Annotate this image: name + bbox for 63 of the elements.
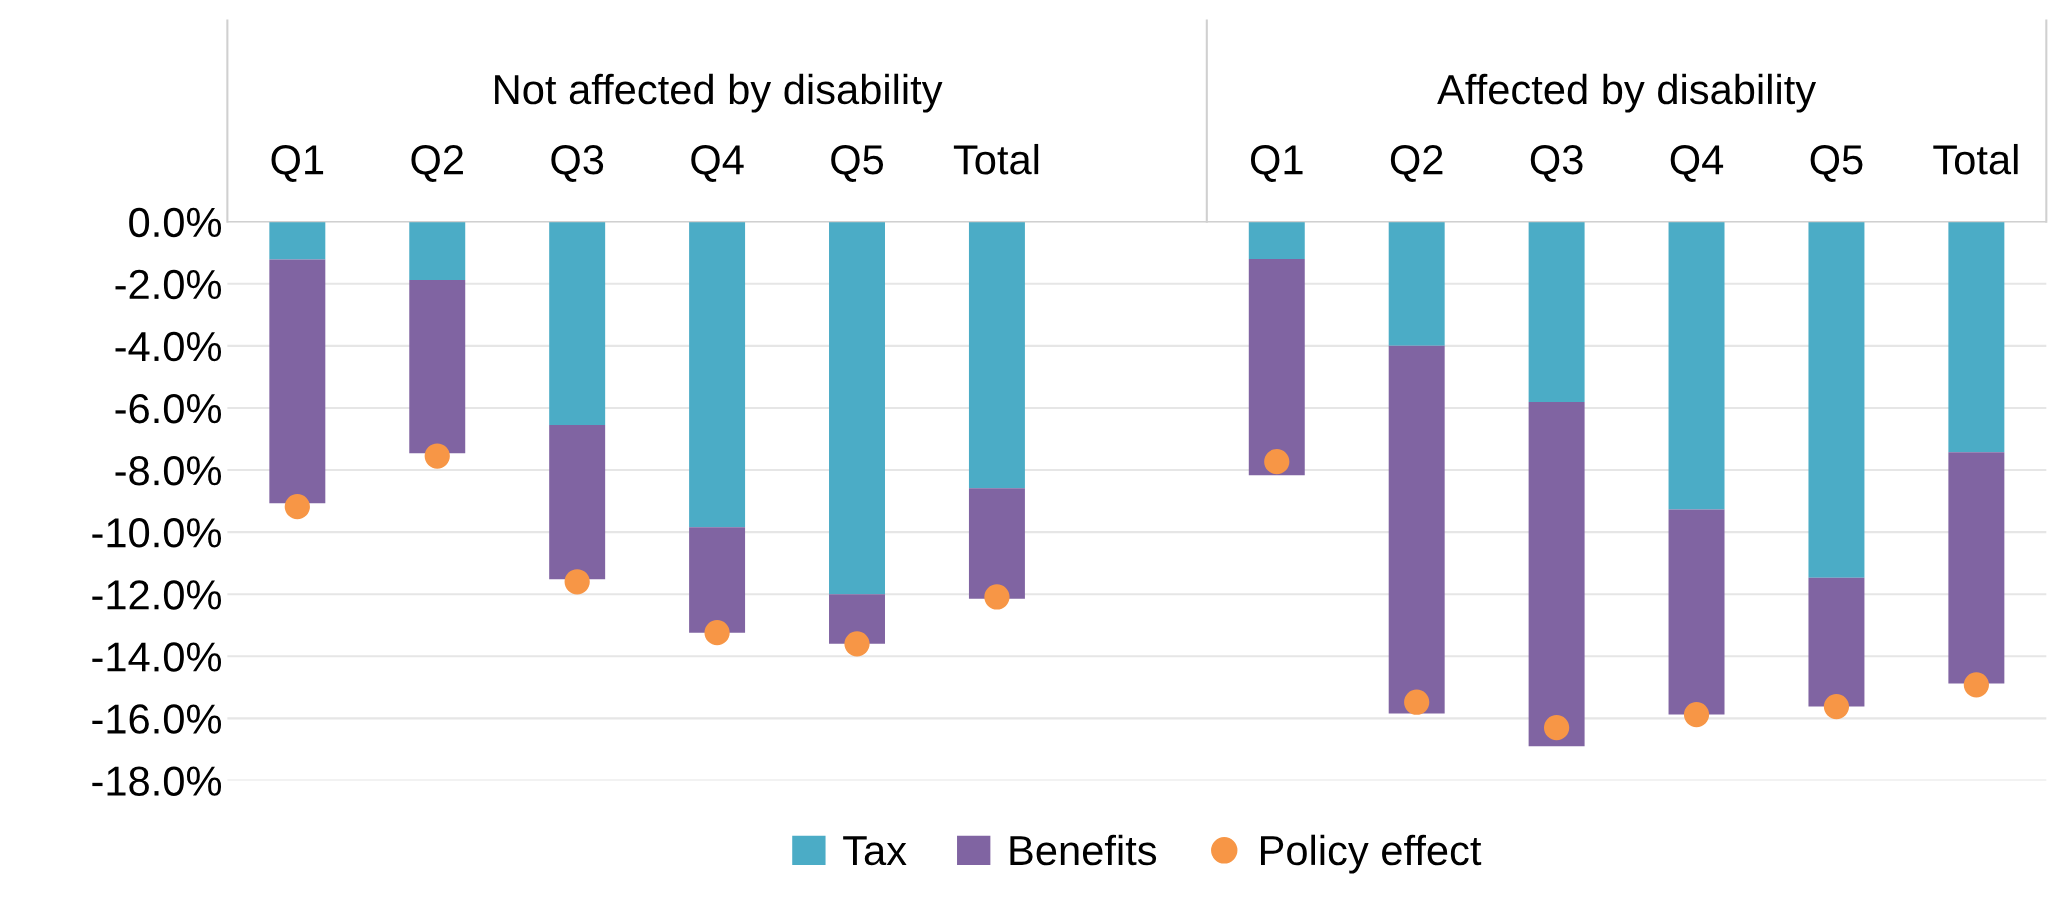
bar [269,259,326,504]
point [1683,702,1710,728]
legend-label: Benefits [1010,834,1157,866]
y-tick-label: -4.0% [115,331,222,362]
x-tick-label: Q2 [411,145,463,183]
bar [1388,345,1445,714]
bar [1668,509,1725,715]
y-tick-label: -12.0% [92,580,222,610]
bar [409,280,466,454]
point [1404,689,1430,715]
bar [1248,221,1305,259]
bar [269,221,326,260]
x-tick-label: Q2 [1390,145,1443,183]
y-tick-label: -6.0% [115,393,222,424]
bar [1248,258,1305,476]
bar [829,221,885,595]
text: Not affected by disability [495,73,943,113]
point [424,443,450,469]
point [984,584,1010,610]
x-tick-label: Q4 [691,145,744,183]
x-tick-label: Total [1933,143,2018,175]
y-tick-label: -2.0% [115,269,222,300]
bar [549,425,606,580]
y-tick-label: -18.0% [92,766,222,796]
bar [1528,402,1585,747]
bar [829,594,885,644]
point [1823,693,1850,720]
legend-label: Policy effect [1261,834,1482,874]
x-tick-label: Q3 [551,145,604,183]
point [284,494,310,520]
x-tick-label: Q3 [1530,145,1583,183]
point [1963,672,1989,698]
legend-label: Tax [843,836,907,866]
y-tick-label: -16.0% [92,704,222,734]
bar [1948,221,2005,453]
bar [409,221,466,281]
x-tick-label: Q1 [1250,145,1303,183]
y-tick-label: 0.0% [129,207,222,238]
point [704,620,730,646]
x-tick-label: Q5 [831,145,884,183]
bar [968,488,1025,599]
bar [1528,221,1585,403]
point [1544,715,1570,741]
bar [1808,577,1865,707]
bar [1948,452,2005,684]
bar [1668,221,1725,510]
text: Affected by disability [1437,73,1817,113]
x-tick-label: Total [953,143,1039,175]
bar [1388,221,1445,346]
y-tick-label: -10.0% [92,518,222,548]
bar [549,221,606,425]
bar [1808,221,1865,578]
y-tick-label: -8.0% [115,456,222,486]
point [1264,449,1290,475]
bar [968,221,1025,489]
x-tick-label: Q5 [1810,145,1863,183]
y-tick-label: -14.0% [92,642,222,672]
x-tick-label: Q4 [1670,145,1724,183]
point [844,631,870,657]
point [564,569,590,595]
bar [689,221,746,528]
x-tick-label: Q1 [271,145,324,183]
bar [689,527,746,633]
